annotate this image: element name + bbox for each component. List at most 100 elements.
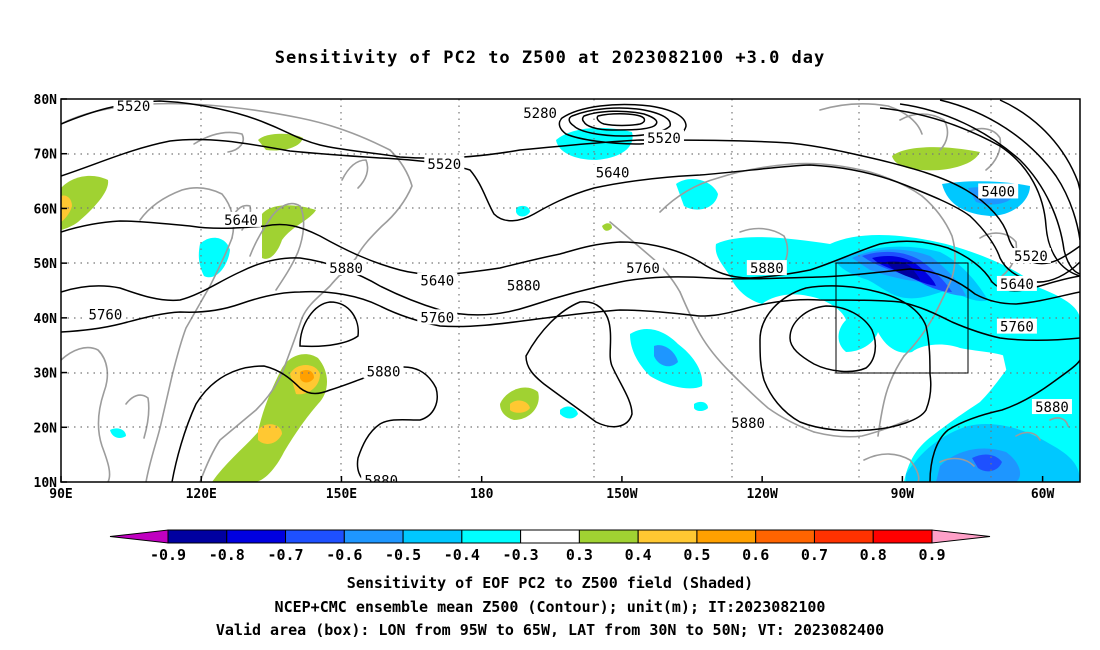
lat-tick-label: 40N <box>34 312 58 327</box>
colorbar-label: -0.8 <box>209 546 245 564</box>
colorbar-swatch <box>813 529 874 544</box>
colorbar-swatch <box>461 529 522 544</box>
contour-label: 5880 <box>731 416 765 432</box>
colorbar-label: -0.7 <box>267 546 303 564</box>
caption-line-2: NCEP+CMC ensemble mean Z500 (Contour); u… <box>274 598 826 616</box>
colorbar-label: 0.6 <box>742 546 769 564</box>
contour-label-background <box>417 309 458 325</box>
lon-tick-label: 60W <box>1031 487 1055 502</box>
longitude-axis: 90E 120E 150E 180 150W 120W 90W 60W <box>49 476 1055 502</box>
contour-label: 5880 <box>507 279 541 295</box>
colorbar-label: -0.9 <box>150 546 186 564</box>
contour-label: 5640 <box>1000 277 1034 293</box>
colorbar-label: -0.5 <box>385 546 421 564</box>
lon-tick-label: 180 <box>470 487 494 502</box>
colorbar-swatch <box>520 529 580 544</box>
lat-tick-label: 30N <box>34 367 58 382</box>
contour-label-background <box>113 99 154 114</box>
lon-tick-label: 90E <box>49 487 72 502</box>
contour-label-background <box>361 472 402 482</box>
coastlines <box>61 102 1069 482</box>
contour-labels: 5520 5280 5520 5520 5640 5400 5640 5520 5880 5760… <box>85 99 1072 489</box>
contour-label: 5880 <box>1035 400 1069 416</box>
contour-label: 5640 <box>596 165 630 181</box>
colorbar-swatch <box>578 529 639 544</box>
contour-label: 5760 <box>1000 320 1034 336</box>
colorbar-label: 0.5 <box>683 546 710 564</box>
lat-tick-label: 20N <box>34 421 58 436</box>
contour-label: 5880 <box>329 261 363 277</box>
latitude-axis: 80N 70N 60N 50N 40N 30N 20N 10N <box>34 93 67 491</box>
contour-label-background <box>622 260 663 276</box>
colorbar-swatch <box>696 529 757 544</box>
contour-label: 5280 <box>523 106 557 122</box>
contour-label: 5640 <box>224 213 258 229</box>
colorbar: -0.9 -0.8 -0.7 -0.6 -0.5 -0.4 -0.3 0.3 0.4 0.5 0.6… <box>109 529 991 564</box>
colorbar-label: -0.4 <box>444 546 480 564</box>
colorbar-swatch <box>755 529 815 544</box>
contour-label-background <box>520 105 561 121</box>
colorbar-swatch <box>872 529 933 544</box>
contour-label-background <box>746 260 787 276</box>
plot-frame <box>60 98 1081 483</box>
contour-label: 5520 <box>1014 249 1048 265</box>
caption-line-3: Valid area (box): LON from 95W to 65W, L… <box>215 621 885 639</box>
contour-label: 5880 <box>364 473 398 489</box>
contour-label-background <box>424 156 465 172</box>
contour-label-background <box>363 363 404 379</box>
contour-label-background <box>728 414 769 430</box>
colorbar-swatch <box>226 529 287 544</box>
contour-label-background <box>417 272 458 288</box>
lat-tick-label: 50N <box>34 257 58 272</box>
contour-label-background <box>996 318 1037 334</box>
negative-sensitivity-shading <box>110 127 1080 482</box>
colorbar-swatch <box>402 529 463 544</box>
lat-tick-label: 80N <box>34 93 58 108</box>
lon-tick-label: 150E <box>326 487 357 502</box>
contour-label-background <box>503 277 544 293</box>
colorbar-label: 0.8 <box>860 546 887 564</box>
contour-label: 5760 <box>420 310 454 326</box>
contour-label: 5520 <box>117 99 151 115</box>
lon-tick-label: 120E <box>186 487 217 502</box>
contour-label: 5400 <box>981 184 1015 200</box>
map-title: Sensitivity of PC2 to Z500 at 2023082100… <box>274 48 826 68</box>
colorbar-label: -0.6 <box>326 546 362 564</box>
contour-label: 5520 <box>427 157 461 173</box>
colorbar-label: 0.4 <box>625 546 652 564</box>
contour-label-background <box>643 129 684 145</box>
contour-label-background <box>996 275 1037 291</box>
colorbar-label: -0.3 <box>503 546 539 564</box>
lat-tick-label: 60N <box>34 202 58 217</box>
lat-tick-label: 10N <box>34 476 58 491</box>
colorbar-swatch <box>343 529 404 544</box>
contour-label: 5640 <box>420 274 454 290</box>
contour-label-background <box>592 164 633 180</box>
colorbar-swatch <box>285 529 345 544</box>
contour-label: 5880 <box>367 364 401 380</box>
colorbar-label: 0.3 <box>566 546 593 564</box>
contour-label: 5880 <box>750 261 784 277</box>
z500-contours <box>61 99 1080 482</box>
colorbar-swatch <box>167 529 228 544</box>
colorbar-label: 0.9 <box>918 546 945 564</box>
contour-label: 5520 <box>647 131 681 147</box>
valid-area-box <box>835 262 969 374</box>
colorbar-low-arrow <box>109 529 169 544</box>
lon-tick-label: 150W <box>606 487 637 502</box>
contour-label: 5760 <box>626 261 660 277</box>
contour-label-background <box>220 211 261 227</box>
contour-label-background <box>85 306 126 322</box>
lat-tick-label: 70N <box>34 148 58 163</box>
lon-tick-label: 90W <box>891 487 915 502</box>
caption-line-1: Sensitivity of EOF PC2 to Z500 field (Sh… <box>346 574 754 592</box>
contour-label-background <box>1031 399 1072 415</box>
contour-label-background <box>978 183 1019 199</box>
contour-label-background <box>1010 248 1051 264</box>
contour-label-background <box>326 260 367 276</box>
colorbar-swatch <box>637 529 698 544</box>
contour-label: 5760 <box>89 308 123 324</box>
colorbar-high-arrow <box>931 529 991 544</box>
lon-tick-label: 120W <box>746 487 777 502</box>
